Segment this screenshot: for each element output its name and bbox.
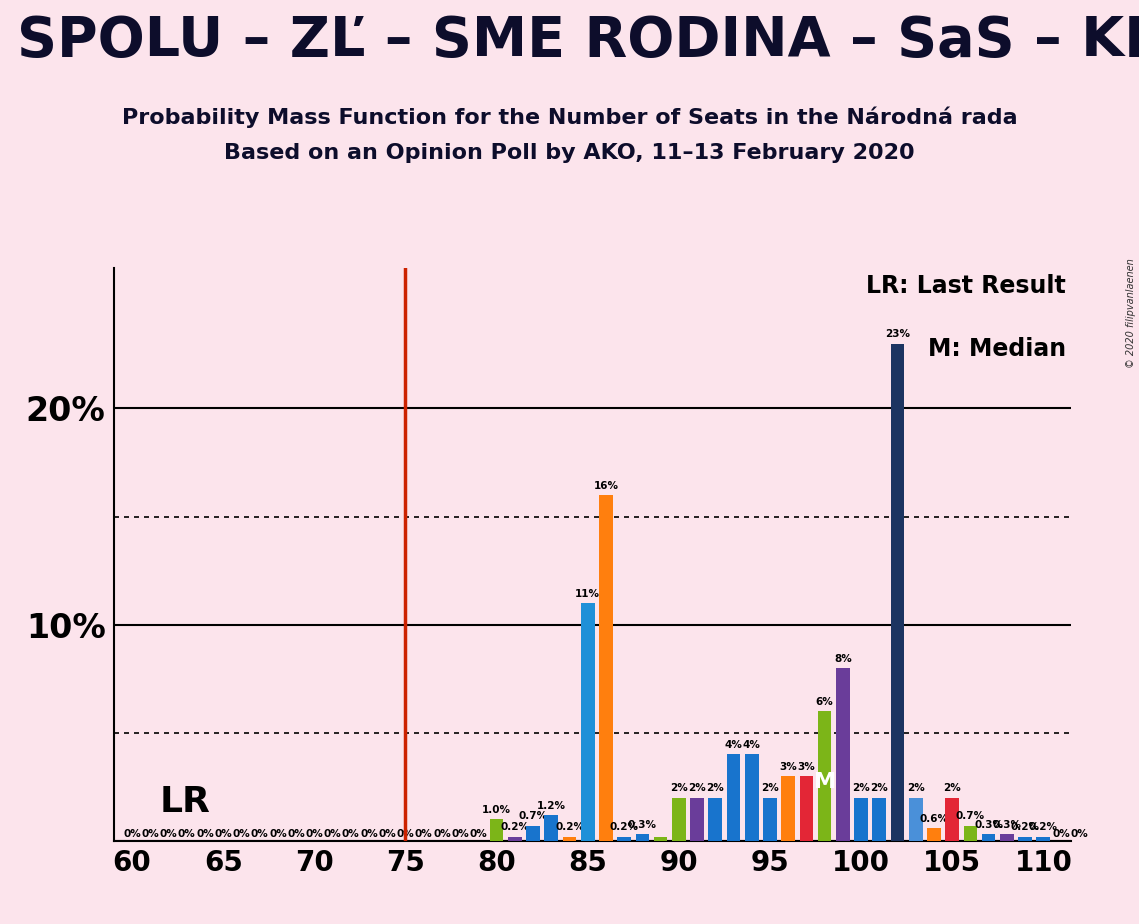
Text: 8%: 8%: [834, 653, 852, 663]
Bar: [909, 797, 923, 841]
Text: 0%: 0%: [1052, 829, 1071, 839]
Bar: [781, 776, 795, 841]
Text: 0%: 0%: [178, 829, 196, 839]
Bar: [927, 828, 941, 841]
Text: 0%: 0%: [1071, 829, 1089, 839]
Text: 2%: 2%: [688, 784, 706, 794]
Bar: [599, 495, 613, 841]
Text: 0%: 0%: [378, 829, 396, 839]
Text: 4%: 4%: [743, 740, 761, 750]
Text: 16%: 16%: [593, 480, 618, 491]
Text: LR: Last Result: LR: Last Result: [866, 274, 1066, 298]
Text: 2%: 2%: [852, 784, 870, 794]
Text: 0%: 0%: [396, 829, 415, 839]
Text: 0.7%: 0.7%: [956, 811, 985, 821]
Text: Probability Mass Function for the Number of Seats in the Národná rada: Probability Mass Function for the Number…: [122, 106, 1017, 128]
Text: 2%: 2%: [907, 784, 925, 794]
Text: 3%: 3%: [797, 761, 816, 772]
Bar: [964, 826, 977, 841]
Text: 2%: 2%: [706, 784, 724, 794]
Text: 0%: 0%: [269, 829, 287, 839]
Text: 0.3%: 0.3%: [974, 820, 1003, 830]
Text: 0%: 0%: [123, 829, 141, 839]
Text: 0%: 0%: [469, 829, 487, 839]
Text: 1.2%: 1.2%: [536, 800, 566, 810]
Text: 11%: 11%: [575, 589, 600, 599]
Bar: [763, 797, 777, 841]
Bar: [727, 754, 740, 841]
Text: 0.3%: 0.3%: [628, 820, 657, 830]
Text: 4%: 4%: [724, 740, 743, 750]
Text: 2%: 2%: [670, 784, 688, 794]
Bar: [526, 826, 540, 841]
Bar: [672, 797, 686, 841]
Text: 0.3%: 0.3%: [992, 820, 1022, 830]
Text: 23%: 23%: [885, 329, 910, 339]
Bar: [818, 711, 831, 841]
Bar: [1036, 836, 1050, 841]
Text: 0%: 0%: [159, 829, 178, 839]
Text: 0%: 0%: [251, 829, 269, 839]
Bar: [800, 776, 813, 841]
Text: 0%: 0%: [323, 829, 342, 839]
Text: Based on an Opinion Poll by AKO, 11–13 February 2020: Based on an Opinion Poll by AKO, 11–13 F…: [224, 143, 915, 164]
Bar: [1018, 836, 1032, 841]
Text: 1.0%: 1.0%: [482, 805, 511, 815]
Text: 0%: 0%: [305, 829, 323, 839]
Text: 6%: 6%: [816, 697, 834, 707]
Text: 0.2%: 0.2%: [1010, 822, 1040, 833]
Bar: [581, 603, 595, 841]
Text: 0%: 0%: [214, 829, 232, 839]
Bar: [891, 344, 904, 841]
Bar: [654, 836, 667, 841]
Text: 0.2%: 0.2%: [555, 822, 584, 833]
Text: 2%: 2%: [870, 784, 888, 794]
Text: 0%: 0%: [451, 829, 469, 839]
Text: 0.7%: 0.7%: [518, 811, 548, 821]
Bar: [490, 820, 503, 841]
Bar: [544, 815, 558, 841]
Text: 0%: 0%: [415, 829, 433, 839]
Text: LR: LR: [159, 784, 211, 819]
Text: 0%: 0%: [342, 829, 360, 839]
Bar: [945, 797, 959, 841]
Text: 0.2%: 0.2%: [609, 822, 639, 833]
Bar: [1000, 834, 1014, 841]
Bar: [617, 836, 631, 841]
Text: 0.2%: 0.2%: [1029, 822, 1058, 833]
Bar: [708, 797, 722, 841]
Text: M: Median: M: Median: [928, 336, 1066, 360]
Text: 0%: 0%: [141, 829, 159, 839]
Text: 3%: 3%: [779, 761, 797, 772]
Bar: [745, 754, 759, 841]
Bar: [872, 797, 886, 841]
Bar: [636, 834, 649, 841]
Text: 0%: 0%: [360, 829, 378, 839]
Bar: [836, 668, 850, 841]
Text: 0%: 0%: [196, 829, 214, 839]
Bar: [854, 797, 868, 841]
Bar: [508, 836, 522, 841]
Text: M: M: [813, 772, 836, 793]
Bar: [690, 797, 704, 841]
Bar: [563, 836, 576, 841]
Text: 2%: 2%: [761, 784, 779, 794]
Text: 0.6%: 0.6%: [919, 813, 949, 823]
Bar: [982, 834, 995, 841]
Text: © 2020 filipvanlaenen: © 2020 filipvanlaenen: [1125, 259, 1136, 369]
Text: 0%: 0%: [287, 829, 305, 839]
Text: SPOLU – ZĽ – SME RODINA – SaS – KDH – MOST–HÍD: SPOLU – ZĽ – SME RODINA – SaS – KDH – MO…: [17, 14, 1139, 67]
Text: 0.2%: 0.2%: [500, 822, 530, 833]
Text: 0%: 0%: [433, 829, 451, 839]
Text: 0%: 0%: [232, 829, 251, 839]
Text: 2%: 2%: [943, 784, 961, 794]
